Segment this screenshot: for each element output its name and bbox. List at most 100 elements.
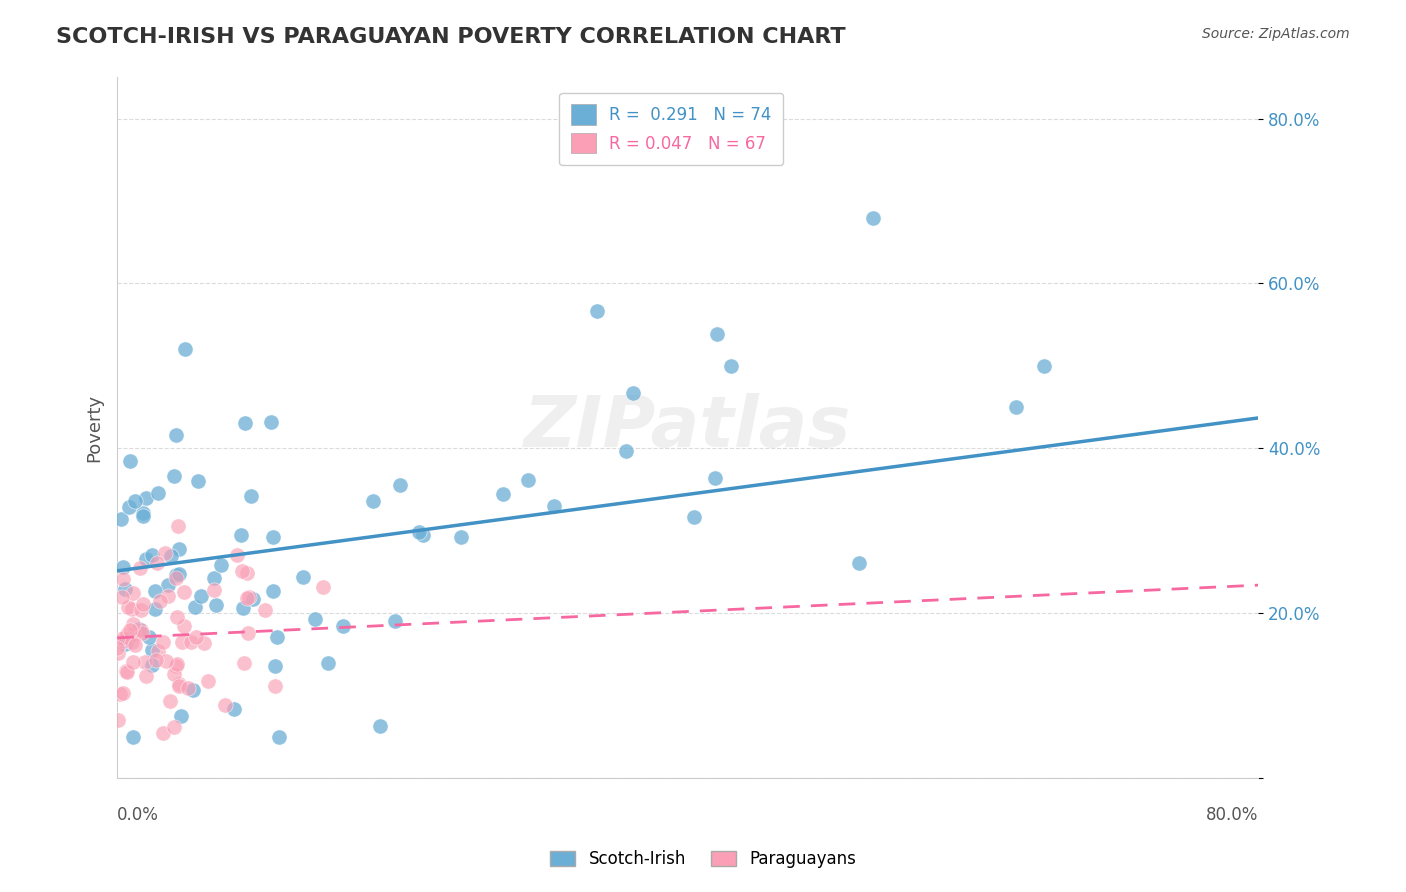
Point: [108, 687, 131, 701]
Point: [231, 564, 253, 578]
Legend: R =  0.291   N = 74, R = 0.047   N = 67: R = 0.291 N = 74, R = 0.047 N = 67: [560, 93, 783, 165]
Point: [110, 512, 132, 526]
Point: [122, 586, 145, 600]
Point: [236, 591, 259, 606]
Point: [141, 657, 163, 672]
Point: [408, 525, 430, 540]
Point: [232, 601, 254, 615]
Point: [236, 566, 259, 581]
Point: [240, 489, 263, 503]
Point: [862, 211, 884, 225]
Point: [117, 627, 139, 641]
Point: [132, 597, 155, 611]
Point: [202, 571, 225, 585]
Point: [720, 359, 742, 373]
Point: [173, 342, 195, 356]
Point: [149, 594, 172, 608]
Point: [492, 487, 515, 501]
Point: [229, 528, 252, 542]
Point: [1033, 359, 1056, 373]
Text: Source: ZipAtlas.com: Source: ZipAtlas.com: [1202, 27, 1350, 41]
Point: [163, 719, 186, 733]
Point: [224, 702, 246, 716]
Point: [112, 560, 135, 574]
Point: [117, 600, 139, 615]
Point: [238, 590, 260, 604]
Point: [263, 583, 285, 598]
Point: [704, 471, 727, 485]
Point: [122, 627, 145, 641]
Point: [614, 444, 637, 458]
Point: [683, 510, 706, 524]
Point: [167, 677, 190, 691]
Point: [153, 546, 176, 560]
Point: [111, 686, 134, 700]
Point: [316, 656, 339, 670]
Point: [135, 551, 157, 566]
Point: [226, 548, 249, 562]
Point: [160, 549, 183, 563]
Point: [165, 659, 187, 673]
Point: [292, 570, 315, 584]
Point: [143, 583, 166, 598]
Point: [107, 713, 129, 727]
Point: [135, 491, 157, 505]
Point: [111, 572, 134, 586]
Point: [143, 602, 166, 616]
Point: [132, 508, 155, 523]
Point: [129, 624, 152, 638]
Point: [202, 583, 225, 598]
Point: [253, 602, 276, 616]
Point: [173, 585, 195, 599]
Point: [242, 591, 264, 606]
Point: [706, 326, 728, 341]
Point: [124, 494, 146, 508]
Point: [450, 530, 472, 544]
Text: SCOTCH-IRISH VS PARAGUAYAN POVERTY CORRELATION CHART: SCOTCH-IRISH VS PARAGUAYAN POVERTY CORRE…: [56, 27, 846, 46]
Point: [236, 625, 259, 640]
Point: [193, 635, 215, 649]
Point: [132, 506, 155, 520]
Point: [114, 582, 136, 597]
Point: [263, 679, 285, 693]
Point: [169, 541, 191, 556]
Point: [117, 632, 139, 647]
Point: [114, 664, 136, 678]
Point: [262, 530, 284, 544]
Point: [114, 637, 136, 651]
Point: [233, 657, 256, 671]
Point: [190, 589, 212, 603]
Point: [312, 580, 335, 594]
Point: [260, 416, 283, 430]
Point: [107, 646, 129, 660]
Point: [121, 634, 143, 648]
Point: [163, 469, 186, 483]
Point: [517, 473, 540, 487]
Point: [122, 616, 145, 631]
Point: [166, 657, 188, 672]
Point: [118, 500, 141, 515]
Point: [138, 630, 160, 644]
Point: [124, 638, 146, 652]
Point: [155, 654, 177, 668]
Point: [177, 681, 200, 695]
Point: [621, 386, 644, 401]
Point: [134, 655, 156, 669]
Point: [141, 548, 163, 562]
Point: [157, 578, 180, 592]
Point: [112, 631, 135, 645]
Point: [384, 614, 406, 628]
Point: [233, 416, 256, 430]
Point: [135, 669, 157, 683]
Point: [167, 519, 190, 533]
Point: [111, 590, 134, 604]
Point: [304, 612, 326, 626]
Point: [186, 474, 208, 488]
Point: [141, 643, 163, 657]
Point: [146, 556, 169, 570]
Point: [184, 600, 207, 615]
Point: [184, 630, 207, 644]
Point: [361, 494, 384, 508]
Point: [181, 683, 204, 698]
Point: [120, 454, 142, 468]
